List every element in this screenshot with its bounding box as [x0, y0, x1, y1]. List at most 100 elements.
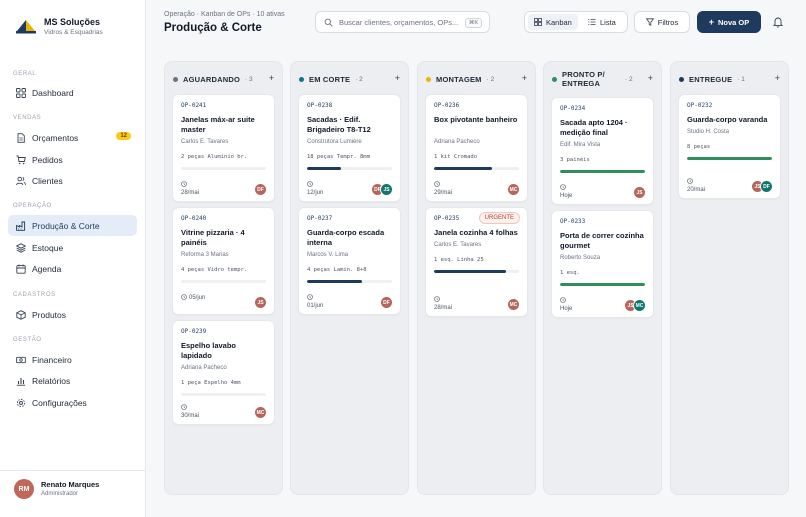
list-view-button[interactable]: Lista: [582, 14, 622, 30]
op-client: Reforma 3 Marias: [181, 252, 229, 258]
column-title: ENTREGUE: [689, 74, 733, 84]
op-due-date: 29/mai: [434, 181, 452, 197]
brand-logo-icon: [14, 14, 38, 38]
status-dot-icon: [426, 76, 431, 82]
bar-chart-icon: [16, 376, 26, 386]
progress-bar-fill: [560, 283, 645, 286]
brand-subtitle: Vidros & Esquadrias: [44, 29, 103, 36]
user-avatar: RM: [14, 479, 34, 499]
progress-bar: [307, 167, 392, 170]
op-meta: 1 esq. Linha 25: [434, 257, 484, 263]
op-title: Janelas máx-ar suite master: [181, 115, 255, 134]
user-profile[interactable]: RM Renato Marques Administrador: [0, 470, 146, 517]
op-client: Marcos V. Lima: [307, 252, 349, 258]
sidebar-item-dashboard[interactable]: Dashboard: [8, 82, 137, 103]
calendar-icon: [16, 264, 26, 274]
op-due-date-text: 28/mai: [181, 190, 200, 196]
assignee-avatar[interactable]: DF: [380, 296, 393, 309]
assignee-avatar[interactable]: MC: [507, 298, 520, 311]
op-card[interactable]: OP-0240 Vitrine pizzaria · 4 painéis Refor…: [172, 207, 275, 315]
op-card[interactable]: OP-0236 Box pivotante banheiro Adriana Pac…: [425, 94, 528, 202]
search-input[interactable]: Buscar clientes, orçamentos, OPs... ⌘K: [315, 11, 490, 33]
plus-icon: +: [708, 17, 714, 27]
status-dot-icon: [552, 76, 557, 82]
column-header: AGUARDANDO · 3 +: [173, 72, 274, 86]
column-count: · 3: [245, 75, 253, 83]
grid-icon: [16, 87, 26, 98]
clock-icon: [307, 181, 313, 187]
op-card[interactable]: OP-0233 Porta de correr cozinha gourmet Ro…: [551, 210, 654, 318]
op-card[interactable]: OP-0241 Janelas máx-ar suite master Carlos…: [172, 94, 275, 202]
bell-icon[interactable]: [772, 16, 784, 28]
user-name: Renato Marques: [41, 480, 100, 489]
search-icon: [324, 18, 333, 27]
sidebar-item-produtos[interactable]: Produtos: [8, 304, 137, 325]
kanban-column: MONTAGEM · 2 + OP-0236 Box pivotante banheir…: [417, 61, 536, 495]
filters-button[interactable]: Filtros: [634, 11, 690, 33]
add-card-plus-icon[interactable]: +: [521, 73, 527, 83]
assignee-avatars: DF: [254, 183, 267, 196]
sidebar-item-label: Pedidos: [32, 154, 63, 165]
sidebar-item-relatorios[interactable]: Relatórios: [8, 370, 137, 391]
sidebar-item-clientes[interactable]: Clientes: [8, 170, 137, 191]
add-card-plus-icon[interactable]: +: [647, 73, 653, 83]
assignee-avatar[interactable]: DF: [760, 180, 773, 193]
op-code: OP-0236: [434, 102, 460, 109]
progress-bar-fill: [307, 167, 341, 170]
assignee-avatar[interactable]: MC: [254, 406, 267, 419]
clock-icon: [560, 184, 566, 190]
op-card[interactable]: OP-0238 Sacadas · Edif. Brigadeiro T8-T12…: [298, 94, 401, 202]
add-card-plus-icon[interactable]: +: [394, 73, 400, 83]
assignee-avatar[interactable]: JS: [380, 183, 393, 196]
op-title: Guarda-corpo escada interna: [307, 228, 385, 247]
cart-icon: [16, 155, 26, 165]
brand[interactable]: MS Soluções Vidros & Esquadrias: [14, 14, 103, 38]
assignee-avatar[interactable]: JS: [633, 186, 646, 199]
op-client: Carlos E. Tavares: [434, 242, 482, 248]
sidebar-item-agenda[interactable]: Agenda: [8, 258, 137, 279]
op-due-date-text: 29/mai: [434, 190, 453, 196]
progress-bar: [434, 167, 519, 170]
op-card[interactable]: OP-0239 Espelho lavabo lapidado Adriana Pa…: [172, 320, 275, 425]
op-title: Vitrine pizzaria · 4 painéis: [181, 228, 245, 247]
op-card[interactable]: OP-0237 Guarda-corpo escada interna Marcos…: [298, 207, 401, 315]
kanban-column: EM CORTE · 2 + OP-0238 Sacadas · Edif. Briga…: [290, 61, 409, 495]
progress-bar: [181, 167, 266, 170]
op-card[interactable]: OP-0234 Sacada apto 1204 · medição final E…: [551, 97, 654, 205]
assignee-avatar[interactable]: DF: [254, 183, 267, 196]
progress-bar-fill: [687, 157, 772, 160]
op-client: Edif. Mira Vista: [560, 142, 601, 148]
clock-icon: [181, 294, 187, 300]
new-op-button[interactable]: + Nova OP: [697, 11, 761, 33]
op-title: Janela cozinha 4 folhas: [434, 228, 518, 237]
add-card-plus-icon[interactable]: +: [268, 73, 274, 83]
assignee-avatar[interactable]: MC: [633, 299, 646, 312]
sidebar-item-configuracoes[interactable]: Configurações: [8, 392, 137, 413]
assignee-avatar[interactable]: JS: [254, 296, 267, 309]
op-card[interactable]: OP-0232 Guarda-corpo varanda Studio H. Cos…: [678, 94, 781, 199]
progress-bar: [181, 280, 266, 283]
sidebar-item-orcamentos[interactable]: Orçamentos 12: [8, 127, 137, 148]
op-code: OP-0240: [181, 215, 207, 222]
op-title: Sacada apto 1204 · medição final: [560, 118, 628, 137]
clock-icon: [181, 404, 187, 410]
op-code: OP-0239: [181, 328, 207, 335]
assignee-avatar[interactable]: MC: [507, 183, 520, 196]
op-card[interactable]: OP-0235 URGENTE Janela cozinha 4 folhas Car…: [425, 207, 528, 317]
op-code: OP-0237: [307, 215, 333, 222]
sidebar-item-label: Financeiro: [32, 354, 72, 365]
column-count: · 1: [737, 75, 745, 83]
assignee-avatars: JS: [633, 186, 646, 199]
list-view-label: Lista: [600, 17, 616, 27]
sidebar-item-financeiro[interactable]: Financeiro: [8, 349, 137, 370]
sidebar-item-producao-corte[interactable]: Produção & Corte: [8, 215, 137, 236]
orcamentos-count-badge: 12: [116, 132, 131, 140]
progress-bar: [434, 270, 519, 273]
add-card-plus-icon[interactable]: +: [774, 73, 780, 83]
kanban-view-button[interactable]: Kanban: [528, 14, 578, 30]
op-due-date-text: 05/jun: [189, 295, 206, 301]
status-dot-icon: [299, 76, 304, 82]
kanban-column: ENTREGUE · 1 + OP-0232 Guarda-corpo varanda S…: [670, 61, 789, 495]
sidebar-item-estoque[interactable]: Estoque: [8, 237, 137, 258]
sidebar-item-pedidos[interactable]: Pedidos: [8, 149, 137, 170]
